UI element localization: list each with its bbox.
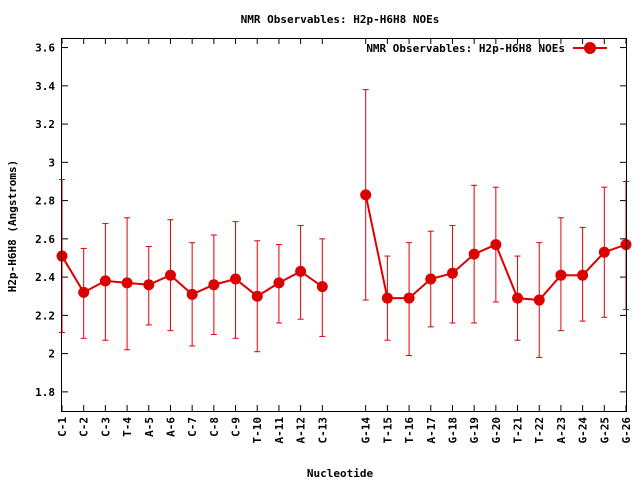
y-tick-label: 2.6: [35, 233, 55, 246]
plot-data: [56, 89, 632, 358]
x-tick-label: C-9: [230, 417, 243, 437]
legend-marker: [584, 42, 596, 54]
x-tick-label: A-17: [425, 417, 438, 444]
legend-label: NMR Observables: H2p-H6H8 NOEs: [366, 42, 565, 55]
x-tick-label: A-11: [273, 417, 286, 444]
data-point: [316, 281, 328, 293]
y-tick-label: 2.2: [35, 309, 55, 322]
x-tick-label: T-22: [533, 417, 546, 444]
x-tick-label: A-23: [555, 417, 568, 444]
data-point: [360, 189, 372, 201]
data-point: [143, 279, 155, 291]
x-tick-label: C-7: [186, 417, 199, 437]
x-tick-label: T-10: [251, 417, 264, 444]
x-tick-label: A-12: [295, 417, 308, 444]
data-point: [78, 286, 90, 298]
x-tick-label: G-20: [490, 417, 503, 444]
x-tick-label: A-6: [164, 417, 177, 437]
y-tick-label: 1.8: [35, 386, 55, 399]
plot-ticks: 1.8 2 2.2 2.4 2.6 2.8 3 3.2 3.4 3.6 C-1 C-2 C-3 T-4 A-…: [35, 38, 633, 444]
data-point: [512, 292, 524, 304]
x-tick-label: G-25: [598, 417, 611, 444]
data-point: [468, 248, 480, 260]
x-tick-label: C-3: [99, 417, 112, 437]
data-point: [577, 269, 589, 281]
data-point: [164, 269, 176, 281]
x-tick-label: G-26: [620, 417, 633, 444]
x-tick-label: A-5: [143, 417, 156, 437]
data-point: [99, 275, 111, 287]
y-axis-label: H2p-H6H8 (Angstroms): [6, 160, 19, 292]
data-point: [295, 265, 307, 277]
data-point: [251, 290, 263, 302]
x-tick-label: T-21: [512, 417, 525, 444]
data-point: [121, 277, 133, 289]
y-tick-label: 3.2: [35, 118, 55, 131]
x-tick-label: G-14: [360, 417, 373, 444]
data-point: [533, 294, 545, 306]
x-tick-label: G-19: [468, 417, 481, 444]
data-point: [403, 292, 415, 304]
y-tick-label: 3.6: [35, 42, 55, 55]
data-point: [598, 246, 610, 258]
data-point: [230, 273, 242, 285]
plot-frame: [61, 38, 627, 412]
legend: NMR Observables: H2p-H6H8 NOEs: [366, 42, 607, 55]
x-axis-label: Nucleotide: [307, 467, 374, 480]
y-tick-label: 2: [48, 348, 55, 361]
chart-title: NMR Observables: H2p-H6H8 NOEs: [241, 13, 440, 26]
y-tick-label: 3: [48, 156, 55, 169]
data-point: [186, 288, 198, 300]
data-point: [381, 292, 393, 304]
x-tick-label: G-24: [577, 417, 590, 444]
data-point: [555, 269, 567, 281]
x-tick-label: C-13: [316, 417, 329, 444]
data-point: [425, 273, 437, 285]
x-tick-label: T-4: [121, 417, 134, 437]
x-tick-label: C-2: [78, 417, 91, 437]
data-point: [208, 279, 220, 291]
x-tick-label: C-1: [56, 417, 69, 437]
x-tick-label: T-16: [403, 417, 416, 444]
data-point: [490, 239, 502, 251]
y-tick-label: 2.4: [35, 271, 55, 284]
x-tick-label: C-8: [208, 417, 221, 437]
data-point: [446, 267, 458, 279]
y-tick-label: 3.4: [35, 80, 55, 93]
data-point: [273, 277, 285, 289]
x-tick-label: G-18: [446, 417, 459, 444]
x-tick-label: T-15: [381, 417, 394, 444]
y-tick-label: 2.8: [35, 195, 55, 208]
